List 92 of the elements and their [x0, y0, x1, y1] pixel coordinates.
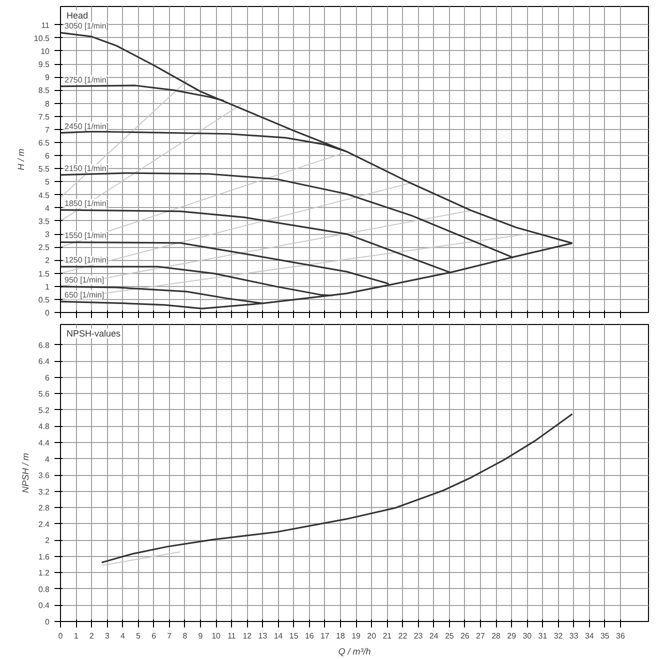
- x-tick-label: 30: [522, 632, 532, 640]
- y-tick-label: 0.5: [38, 295, 50, 304]
- x-tick-label: 34: [584, 632, 594, 640]
- x-tick-label: 5: [136, 632, 142, 640]
- x-tick-label: 18: [336, 632, 346, 640]
- y-tick-label: 1.6: [38, 552, 50, 562]
- x-tick-label: 12: [242, 632, 252, 640]
- x-tick-label: 28: [492, 632, 502, 640]
- y-tick-label: 10: [40, 46, 50, 56]
- y-tick-label: 4.8: [38, 422, 50, 432]
- series-label: 1850 [1/min]: [64, 198, 109, 208]
- y-tick-label: 4.4: [38, 438, 50, 448]
- y-tick-label: 8.5: [38, 86, 50, 96]
- x-tick-label: 2: [89, 632, 94, 640]
- y-tick-label: 6.8: [38, 340, 50, 350]
- x-axis-title: Q / m³/h: [338, 646, 371, 656]
- x-tick-label: 23: [414, 632, 424, 640]
- x-tick-label: 6: [152, 632, 157, 640]
- y-tick-label: 9.5: [38, 60, 50, 70]
- y-tick-label: 11: [41, 20, 50, 30]
- x-tick-label: 4: [120, 632, 126, 640]
- y-tick-label: 3: [45, 230, 50, 240]
- y-tick-label: 3.6: [38, 471, 50, 480]
- series-label: 950 [1/min]: [64, 276, 104, 285]
- x-tick-label: 36: [616, 632, 626, 640]
- text: Head: [66, 10, 88, 20]
- y-tick-label: 6: [45, 152, 50, 161]
- y-tick-label: 0.8: [38, 584, 50, 594]
- x-tick-label: 26: [460, 632, 470, 640]
- y-tick-label: 0.4: [38, 601, 50, 610]
- x-tick-label: 9: [198, 632, 204, 640]
- y-tick-label: 5: [45, 178, 50, 187]
- y-tick-label: 3.2: [38, 487, 50, 496]
- x-tick-label: 15: [289, 632, 299, 640]
- y-tick-label: 6.5: [38, 138, 50, 148]
- y-tick-label: 1.5: [38, 269, 50, 278]
- x-tick-label: 22: [398, 632, 408, 640]
- y-tick-label: 10.5: [34, 34, 50, 43]
- x-tick-label: 25: [444, 632, 454, 640]
- x-tick-label: 29: [507, 632, 517, 640]
- x-tick-label: 13: [258, 632, 268, 640]
- y-tick-label: 2: [45, 536, 50, 546]
- y-tick-label: 2.4: [38, 520, 50, 529]
- x-tick-label: 3: [104, 632, 110, 640]
- y-tick-label: 9: [45, 73, 50, 82]
- y-tick-label: 0: [45, 308, 50, 318]
- y-tick-label: 2.8: [38, 504, 50, 513]
- y-tick-label: 4.5: [38, 190, 50, 200]
- y-tick-label: 4: [45, 454, 50, 464]
- x-tick-label: 27: [476, 632, 486, 640]
- y-tick-label: 1: [45, 282, 50, 292]
- x-tick-label: 19: [352, 632, 362, 640]
- series-label: 2750 [1/min]: [64, 75, 109, 84]
- y-tick-label: 7: [45, 125, 50, 134]
- x-tick-label: 21: [382, 632, 392, 640]
- y-tick-label: 2.5: [38, 243, 50, 252]
- series-label: 2150 [1/min]: [64, 164, 109, 173]
- x-tick-label: 8: [182, 632, 188, 640]
- series-label: 1550 [1/min]: [64, 231, 109, 240]
- y-tick-label: 1.2: [38, 568, 50, 578]
- y-axis-title: NPSH / m: [20, 452, 30, 493]
- y-tick-label: 6.4: [38, 357, 50, 366]
- x-tick-label: 7: [167, 632, 172, 640]
- y-axis-title: H / m: [16, 148, 26, 170]
- x-tick-label: 1: [74, 632, 79, 640]
- x-tick-label: 31: [538, 632, 548, 640]
- series-label: 1250 [1/min]: [64, 256, 109, 265]
- y-tick-label: 5.6: [38, 390, 50, 399]
- y-tick-label: 5.2: [38, 406, 50, 415]
- x-tick-label: 10: [212, 632, 222, 640]
- x-tick-label: 24: [429, 632, 439, 640]
- y-tick-label: 4: [45, 204, 50, 213]
- y-tick-label: 2: [45, 256, 50, 266]
- y-tick-label: 7.5: [38, 112, 50, 122]
- x-tick-label: 35: [600, 632, 610, 640]
- x-tick-label: 16: [304, 632, 314, 640]
- x-tick-label: 20: [367, 632, 377, 640]
- y-tick-label: 8: [45, 99, 50, 108]
- y-tick-label: 6: [45, 373, 50, 382]
- text: NPSH-values: [66, 328, 122, 338]
- series-label: 650 [1/min]: [64, 290, 104, 300]
- x-tick-label: 17: [320, 632, 330, 640]
- y-tick-label: 5.5: [38, 164, 50, 174]
- x-tick-label: 11: [227, 632, 236, 640]
- y-tick-label: 3.5: [38, 216, 50, 226]
- x-tick-label: 14: [274, 632, 284, 640]
- series-label: 3050 [1/min]: [64, 22, 109, 31]
- x-tick-label: 32: [554, 632, 564, 640]
- x-tick-label: 33: [569, 632, 579, 640]
- x-tick-label: 0: [58, 632, 64, 640]
- y-tick-label: 0: [45, 618, 50, 626]
- series-label: 2450 [1/min]: [64, 122, 109, 131]
